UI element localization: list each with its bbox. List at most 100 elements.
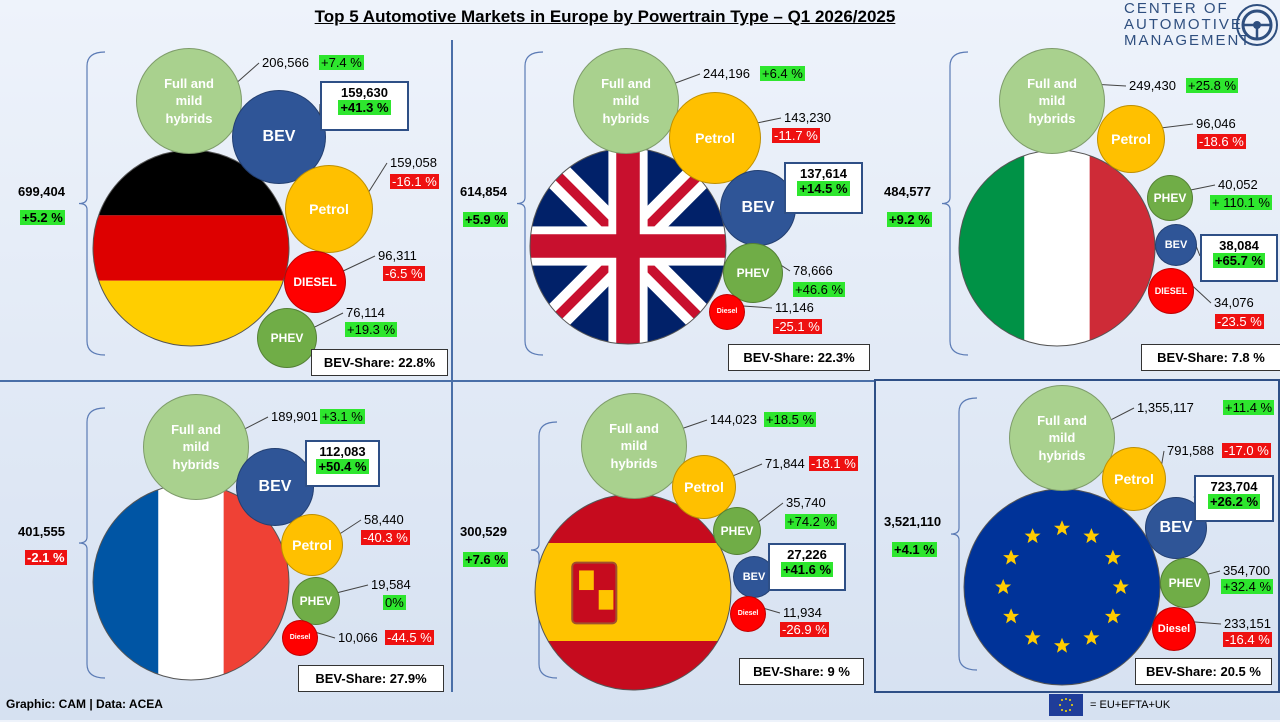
segment-bubble: Petrol <box>1102 447 1166 511</box>
market-total-change: +5.2 % <box>20 210 65 225</box>
segment-bubble: PHEV <box>713 507 761 555</box>
segment-bubble: Petrol <box>281 514 343 576</box>
connector-line <box>756 502 784 524</box>
segment-value: 791,588 <box>1167 443 1214 458</box>
segment-change: -16.4 % <box>1223 632 1272 647</box>
segment-change: -18.1 % <box>809 456 858 471</box>
segment-value: 159,630 <box>341 85 388 100</box>
segment-bubble: PHEV <box>723 243 783 303</box>
connector-line <box>679 419 708 430</box>
connector-line <box>340 255 376 273</box>
v-divider-bottom <box>451 382 453 692</box>
logo-line-2: AUTOMOTIVE <box>1124 16 1243 33</box>
flag-bubble <box>959 150 1155 346</box>
segment-bubble: DIESEL <box>284 251 346 313</box>
segment-value: 34,076 <box>1214 295 1254 310</box>
segment-change: +14.5 % <box>797 181 850 196</box>
segment-value: 249,430 <box>1129 78 1176 93</box>
bracket-brace <box>78 51 106 356</box>
market-total-change: -2.1 % <box>25 550 67 565</box>
segment-change: +50.4 % <box>316 459 369 474</box>
segment-label: DIESEL <box>1154 285 1188 296</box>
market-total: 401,555 <box>18 524 65 539</box>
segment-bubble: Diesel <box>1152 607 1196 651</box>
connector-line <box>741 305 773 309</box>
market-total: 699,404 <box>18 184 65 199</box>
segment-label: BEV <box>741 199 775 217</box>
v-divider-top <box>451 40 453 380</box>
segment-label: BEV <box>258 478 292 496</box>
segment-change: +46.6 % <box>793 282 846 297</box>
connector-line <box>337 519 362 536</box>
segment-change: +41.3 % <box>338 100 391 115</box>
bev-highlight-box: 112,083 +50.4 % <box>305 440 380 487</box>
connector-line <box>234 62 260 85</box>
segment-value: 71,844 <box>765 456 805 471</box>
segment-value: 244,196 <box>703 66 750 81</box>
segment-label: Full and mild hybrids <box>1027 75 1077 126</box>
segment-label: Petrol <box>1111 130 1151 147</box>
segment-bubble: Full and mild hybrids <box>1009 385 1115 491</box>
segment-label: Full and mild hybrids <box>171 421 221 472</box>
segment-bubble: Diesel <box>282 620 318 656</box>
segment-value: 137,614 <box>800 166 847 181</box>
segment-value: 112,083 <box>319 444 366 459</box>
segment-value: 10,066 <box>338 630 378 645</box>
segment-bubble: PHEV <box>292 577 340 625</box>
market-total: 484,577 <box>884 184 931 199</box>
segment-bubble: Petrol <box>669 92 761 184</box>
segment-value: 233,151 <box>1224 616 1271 631</box>
segment-label: BEV <box>742 570 766 583</box>
segment-change: +6.4 % <box>760 66 805 81</box>
panel-graphics <box>941 51 1216 356</box>
segment-bubble: DIESEL <box>1148 268 1194 314</box>
segment-value: 159,058 <box>390 155 437 170</box>
panel-graphics <box>78 51 388 356</box>
bracket-brace <box>516 51 544 356</box>
segment-value: 143,230 <box>784 110 831 125</box>
steering-wheel-icon <box>1236 4 1278 46</box>
bev-share-box: BEV-Share: 20.5 % <box>1135 658 1272 685</box>
bev-highlight-box: 137,614 +14.5 % <box>784 162 863 214</box>
segment-label: BEV <box>262 128 296 146</box>
segment-bubble: BEV <box>1155 224 1197 266</box>
logo-line-3: MANAGEMENT <box>1124 32 1252 49</box>
bracket-brace <box>950 397 978 671</box>
segment-change: +74.2 % <box>785 514 838 529</box>
segment-label: Full and mild hybrids <box>601 75 651 126</box>
bev-highlight-box: 159,630 +41.3 % <box>320 81 409 131</box>
market-total-change: +7.6 % <box>463 552 508 567</box>
flag-bubble <box>964 489 1160 685</box>
segment-label: Diesel <box>1157 622 1191 635</box>
bracket-brace <box>941 51 969 356</box>
bev-highlight-box: 27,226 +41.6 % <box>768 543 846 591</box>
segment-label: Petrol <box>292 536 332 553</box>
connector-line <box>311 312 344 329</box>
market-total-change: +9.2 % <box>887 212 932 227</box>
market-total-change: +4.1 % <box>892 542 937 557</box>
segment-change: +18.5 % <box>764 412 817 427</box>
page-title: Top 5 Automotive Markets in Europe by Po… <box>314 7 896 26</box>
bev-share-box: BEV-Share: 22.3% <box>728 344 870 371</box>
segment-value: 723,704 <box>1210 479 1258 494</box>
segment-bubble: BEV <box>1145 497 1207 559</box>
connector-line <box>241 416 269 431</box>
segment-change: -16.1 % <box>390 174 439 189</box>
connector-line <box>1188 184 1216 191</box>
segment-change: -44.5 % <box>385 630 434 645</box>
segment-label: Diesel <box>716 308 738 316</box>
segment-bubble: Full and mild hybrids <box>143 394 249 500</box>
panel-graphics <box>950 397 1222 686</box>
segment-change: +32.4 % <box>1221 579 1274 594</box>
segment-label: Diesel <box>737 610 759 618</box>
segment-value: 38,084 <box>1219 238 1259 253</box>
segment-bubble: Full and mild hybrids <box>573 48 679 154</box>
segment-value: 76,114 <box>346 305 385 320</box>
segment-value: 27,226 <box>787 547 827 562</box>
flag-bubble <box>535 494 731 690</box>
segment-value: 189,901 <box>271 409 318 424</box>
market-total: 3,521,110 <box>884 514 942 529</box>
segment-bubble: BEV <box>236 448 314 526</box>
segment-bubble: Full and mild hybrids <box>999 48 1105 154</box>
